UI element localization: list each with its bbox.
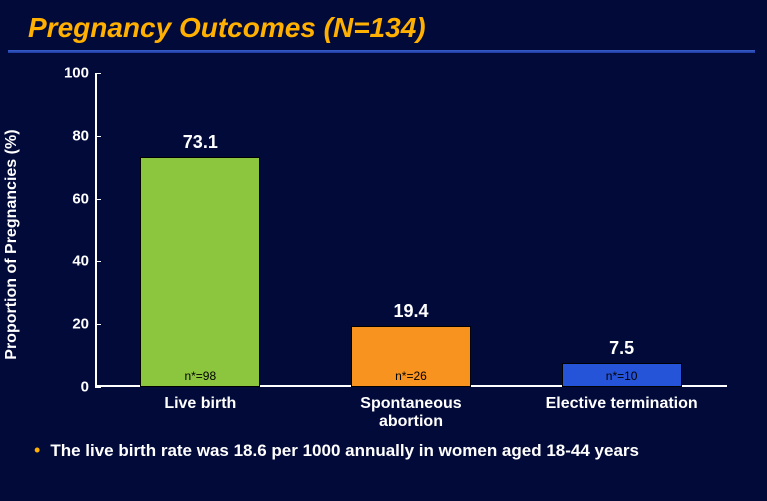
- bar-value-label: 73.1: [183, 132, 218, 153]
- plot-area: 020406080100 73.1n*=9819.4n*=267.5n*=10: [95, 73, 727, 387]
- y-tick-label: 60: [49, 190, 89, 207]
- bar-n-label: n*=26: [352, 369, 470, 383]
- bar-n-label: n*=10: [563, 369, 681, 383]
- x-axis-label: Elective termination: [516, 391, 726, 435]
- bar-value-label: 19.4: [393, 301, 428, 322]
- y-tick-mark: [95, 387, 101, 388]
- y-tick-label: 0: [49, 379, 89, 396]
- y-tick-label: 20: [49, 316, 89, 333]
- bars-container: 73.1 n*=98 19.4 n*=26 7.5 n*=10: [95, 73, 727, 387]
- footer-text: The live birth rate was 18.6 per 1000 an…: [50, 441, 639, 461]
- bar-group: 19.4 n*=26: [306, 73, 516, 387]
- y-tick-label: 40: [49, 253, 89, 270]
- bar-chart: Proportion of Pregnancies (%) 0204060801…: [20, 65, 737, 435]
- bar-value-label: 7.5: [609, 338, 634, 359]
- y-axis-label: Proportion of Pregnancies (%): [3, 129, 21, 359]
- bullet-icon: •: [34, 441, 40, 459]
- bar-group: 73.1 n*=98: [95, 73, 305, 387]
- title-underline: [8, 50, 755, 53]
- bar-group: 7.5 n*=10: [516, 73, 726, 387]
- footer-note: • The live birth rate was 18.6 per 1000 …: [0, 435, 767, 461]
- bar: n*=26: [351, 326, 471, 387]
- page-title: Pregnancy Outcomes (N=134): [0, 0, 767, 50]
- y-tick-label: 80: [49, 127, 89, 144]
- x-axis-label: Spontaneousabortion: [306, 391, 516, 435]
- y-ticks: 020406080100: [83, 73, 95, 387]
- bar: n*=98: [140, 157, 260, 387]
- bar-n-label: n*=98: [141, 369, 259, 383]
- bar: n*=10: [562, 363, 682, 387]
- y-tick-label: 100: [49, 65, 89, 82]
- x-axis-label: Live birth: [95, 391, 305, 435]
- x-labels: Live birthSpontaneousabortionElective te…: [95, 391, 727, 435]
